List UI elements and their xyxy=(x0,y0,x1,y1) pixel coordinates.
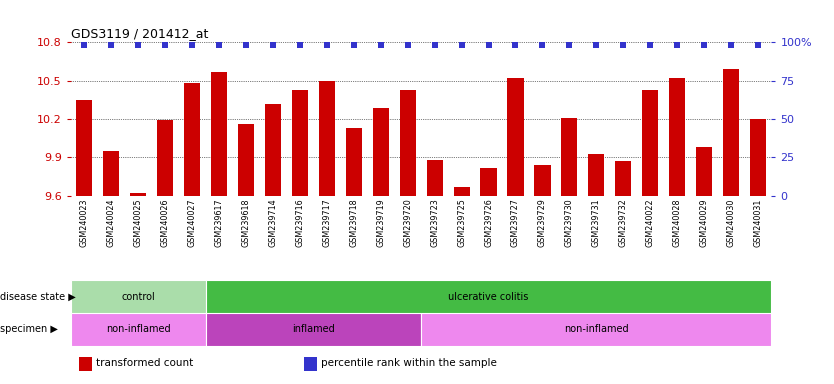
Bar xyxy=(454,187,470,196)
Bar xyxy=(206,280,771,313)
Point xyxy=(213,42,226,48)
Point xyxy=(239,42,253,48)
Text: inflamed: inflamed xyxy=(292,324,334,334)
Bar xyxy=(184,83,200,196)
Bar xyxy=(588,154,605,196)
Text: GDS3119 / 201412_at: GDS3119 / 201412_at xyxy=(71,26,208,40)
Bar xyxy=(292,89,308,196)
Point xyxy=(671,42,684,48)
Bar xyxy=(426,160,443,196)
Bar xyxy=(157,120,173,196)
Point xyxy=(482,42,495,48)
Bar xyxy=(103,151,119,196)
Point xyxy=(455,42,468,48)
Point xyxy=(347,42,360,48)
Text: transformed count: transformed count xyxy=(96,358,193,368)
Text: control: control xyxy=(122,291,155,302)
Text: non-inflamed: non-inflamed xyxy=(564,324,629,334)
Bar xyxy=(130,193,146,196)
Bar xyxy=(76,100,93,196)
Bar xyxy=(319,81,335,196)
Point xyxy=(590,42,603,48)
Bar xyxy=(535,165,550,196)
Bar xyxy=(480,168,496,196)
Point xyxy=(294,42,307,48)
Point xyxy=(509,42,522,48)
Point xyxy=(725,42,738,48)
Point xyxy=(428,42,441,48)
Text: disease state ▶: disease state ▶ xyxy=(0,291,76,302)
Point xyxy=(563,42,576,48)
Point xyxy=(401,42,414,48)
Bar xyxy=(399,89,416,196)
Bar xyxy=(71,280,206,313)
Bar xyxy=(265,104,281,196)
Bar xyxy=(723,69,739,196)
Point xyxy=(644,42,657,48)
Point xyxy=(751,42,765,48)
Point xyxy=(78,42,91,48)
Bar xyxy=(79,357,92,371)
Bar xyxy=(615,161,631,196)
Point xyxy=(535,42,549,48)
Text: specimen ▶: specimen ▶ xyxy=(0,324,58,334)
Bar xyxy=(238,124,254,196)
Bar xyxy=(561,118,577,196)
Point xyxy=(104,42,118,48)
Text: percentile rank within the sample: percentile rank within the sample xyxy=(321,358,497,368)
Point xyxy=(266,42,279,48)
Point xyxy=(697,42,711,48)
Bar xyxy=(696,147,712,196)
Bar xyxy=(304,357,317,371)
Point xyxy=(185,42,198,48)
Bar xyxy=(211,72,227,196)
Point xyxy=(616,42,630,48)
Bar xyxy=(71,313,206,346)
Bar xyxy=(346,128,362,196)
Bar xyxy=(642,89,658,196)
Bar xyxy=(421,313,771,346)
Text: ulcerative colitis: ulcerative colitis xyxy=(449,291,529,302)
Bar xyxy=(507,78,524,196)
Bar xyxy=(373,108,389,196)
Point xyxy=(158,42,172,48)
Point xyxy=(320,42,334,48)
Bar xyxy=(206,313,421,346)
Point xyxy=(374,42,388,48)
Point xyxy=(132,42,145,48)
Bar xyxy=(750,119,766,196)
Bar xyxy=(669,78,686,196)
Text: non-inflamed: non-inflamed xyxy=(106,324,171,334)
